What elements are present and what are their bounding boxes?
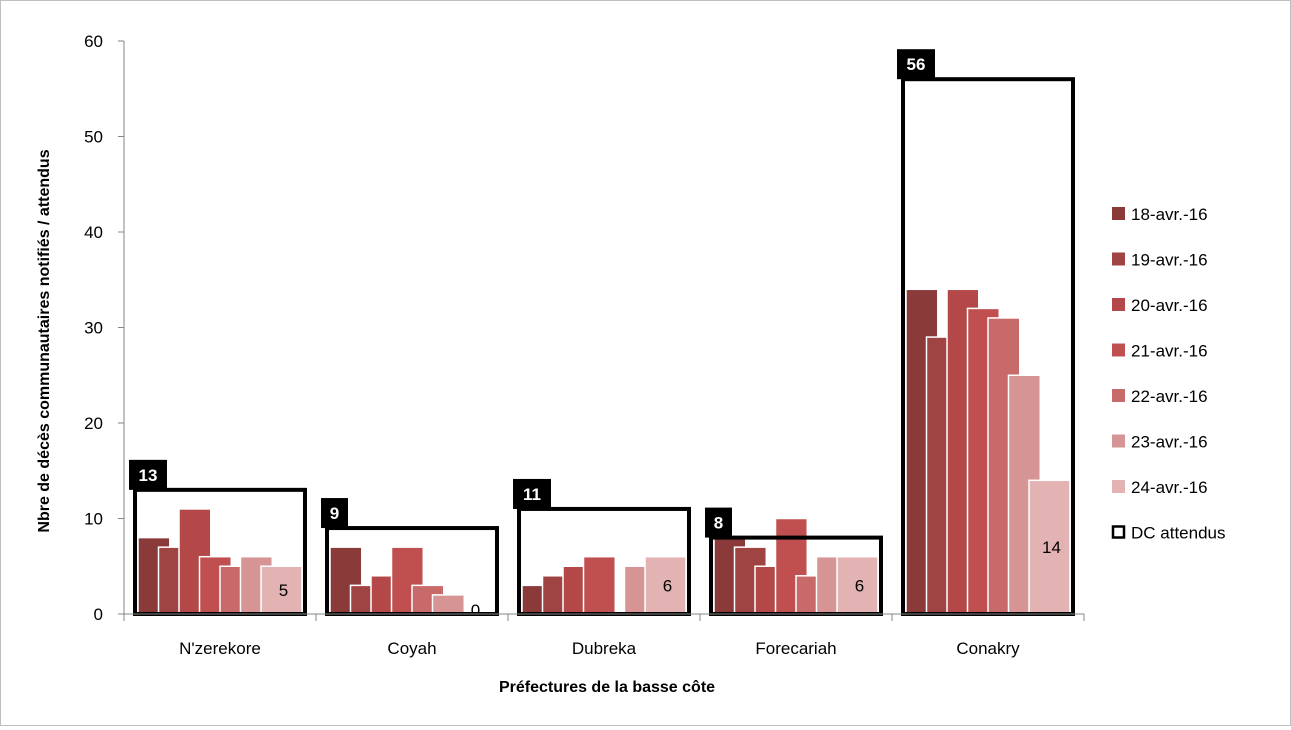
expected-label: 11 (523, 485, 541, 504)
legend-swatch (1112, 298, 1125, 311)
legend-label: 24-avr.-16 (1131, 478, 1208, 497)
legend-label: 22-avr.-16 (1131, 387, 1208, 406)
data-label: 5 (279, 581, 288, 600)
y-tick-label: 0 (94, 605, 103, 624)
x-axis: N'zerekore Coyah Dubreka Forecariah Conakry (123, 613, 1085, 658)
y-tick-label: 50 (84, 128, 103, 147)
bar (644, 555, 687, 615)
y-axis: 0 10 20 30 40 50 60 (84, 32, 125, 624)
expected-label-box (129, 459, 167, 490)
data-label: 6 (663, 576, 672, 595)
data-label: 14 (1042, 538, 1061, 557)
legend-label: 20-avr.-16 (1131, 296, 1208, 315)
bar (582, 555, 617, 615)
legend-swatch (1112, 207, 1125, 220)
x-tick-label: Conakry (956, 639, 1020, 658)
legend-label: 19-avr.-16 (1131, 251, 1208, 270)
x-tick-label: Forecariah (755, 639, 836, 658)
legend-swatch (1112, 389, 1125, 402)
legend-swatch (1112, 252, 1125, 266)
data-label: 6 (855, 576, 864, 595)
x-tick-label: Dubreka (572, 639, 637, 658)
x-tick-label: Coyah (387, 639, 436, 658)
y-tick-label: 40 (84, 223, 103, 242)
legend-label: DC attendus (1131, 524, 1226, 543)
y-tick-label: 10 (84, 510, 103, 529)
legend-swatch (1112, 434, 1125, 448)
legend-label: 23-avr.-16 (1131, 433, 1208, 452)
expected-label-box (897, 49, 935, 80)
bar (260, 565, 303, 615)
expected-label-box (321, 498, 348, 529)
y-tick-label: 60 (84, 32, 103, 51)
expected-label: 9 (330, 504, 339, 523)
legend-swatch (1112, 480, 1125, 493)
expected-label: 8 (714, 514, 723, 533)
x-axis-title: Préfectures de la basse côte (499, 679, 715, 696)
legend-label: 18-avr.-16 (1131, 205, 1208, 224)
y-axis-title: Nbre de décès communautaires notifiés / … (36, 149, 53, 532)
expected-label: 56 (907, 55, 926, 74)
x-tick-label: N'zerekore (179, 639, 261, 658)
data-label: 0 (471, 601, 480, 620)
legend: 18-avr.-16 19-avr.-16 20-avr.-16 21-avr.-16… (1111, 205, 1226, 543)
bar (431, 594, 466, 615)
legend-label: 21-avr.-16 (1131, 342, 1208, 361)
y-tick-label: 20 (84, 414, 103, 433)
expected-label: 13 (139, 466, 158, 485)
bars-layer: 5 0 6 6 14 (137, 288, 1071, 620)
expected-label-box (513, 478, 551, 509)
expected-label-box (705, 507, 732, 538)
legend-swatch (1112, 343, 1125, 357)
legend-swatch-expected (1111, 525, 1126, 539)
y-tick-label: 30 (84, 319, 103, 338)
